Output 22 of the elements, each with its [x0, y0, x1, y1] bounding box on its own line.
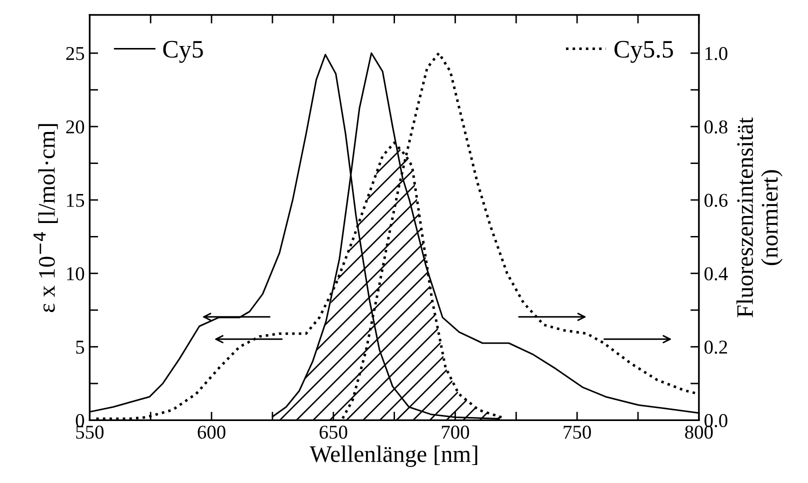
- y2-axis-title: Fluoreszenzintensität (normiert): [736, 117, 783, 318]
- x-tick-label: 550: [76, 426, 104, 439]
- y-tick-label: 10: [67, 267, 84, 280]
- y2-tick-label: 0.8: [704, 120, 728, 134]
- y-axis-title: ε x 10$^{−4}$ [l/mol·cm]: [34, 124, 58, 312]
- y-tick-label: 20: [66, 120, 84, 134]
- y-tick-label: 15: [67, 194, 84, 207]
- y-tick-label: 5: [76, 340, 84, 354]
- x-tick-label: 800: [685, 426, 713, 439]
- legend-label: Cy5: [163, 40, 203, 63]
- x-axis-title: Wellenlänge [nm]: [310, 445, 478, 467]
- y-tick-label: 25: [66, 47, 84, 60]
- legend-label: Cy5.5: [614, 40, 673, 63]
- x-tick-label: 750: [564, 426, 591, 439]
- y2-tick-label: 0.0: [704, 414, 728, 428]
- y2-tick-label: 0.4: [704, 267, 728, 280]
- y2-tick-label: 0.2: [704, 340, 728, 354]
- y2-tick-label: 0.6: [704, 194, 728, 207]
- x-tick-label: 600: [198, 426, 226, 439]
- x-tick-label: 700: [442, 426, 470, 439]
- y2-tick-label: 1.0: [705, 46, 728, 60]
- x-tick-label: 650: [320, 426, 348, 439]
